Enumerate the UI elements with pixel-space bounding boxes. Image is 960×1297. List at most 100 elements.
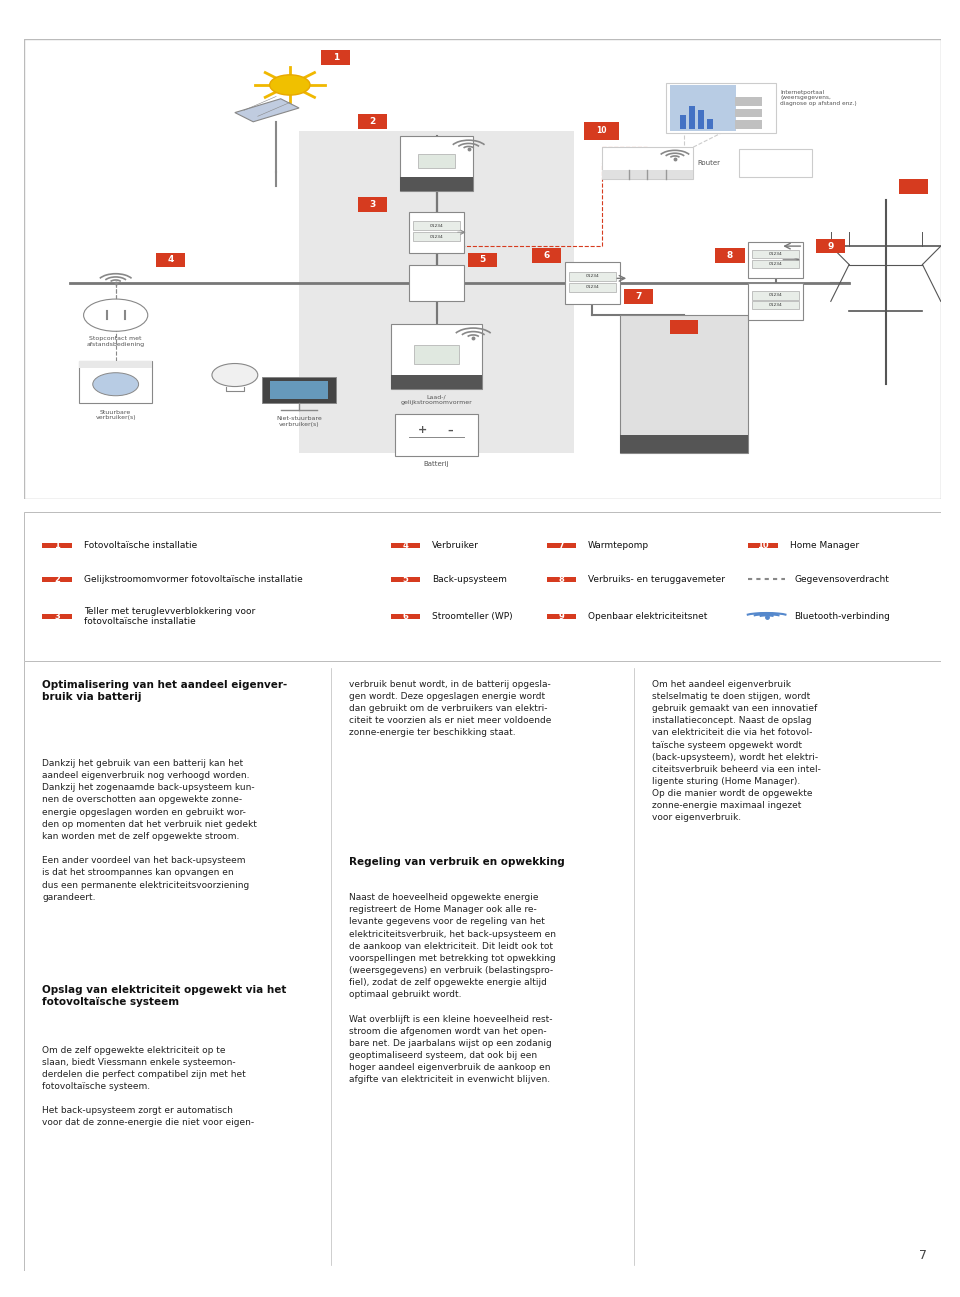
Bar: [358, 197, 387, 211]
Text: 01234: 01234: [430, 235, 444, 239]
Bar: [414, 345, 460, 363]
Text: Om de zelf opgewekte elektriciteit op te
slaan, biedt Viessmann enkele systeemon: Om de zelf opgewekte elektriciteit op te…: [42, 1045, 254, 1127]
Bar: [409, 211, 464, 253]
Bar: [680, 115, 686, 128]
Text: 01234: 01234: [430, 223, 444, 228]
Text: Gegevensoverdracht: Gegevensoverdracht: [794, 575, 889, 584]
Text: Regeling van verbruik en opwekking: Regeling van verbruik en opwekking: [349, 856, 565, 866]
Bar: [391, 577, 420, 582]
Bar: [358, 114, 387, 130]
Text: 9: 9: [559, 612, 564, 621]
Text: Opslag van elektriciteit opgewekt via het fotovoltaische systeem: Opslag van elektriciteit opgewekt via he…: [10, 8, 498, 21]
Text: 6: 6: [543, 250, 550, 259]
Bar: [79, 362, 153, 402]
Text: 01234: 01234: [769, 252, 782, 256]
Bar: [270, 380, 328, 399]
Polygon shape: [235, 99, 299, 122]
Bar: [468, 253, 497, 267]
Text: Batterij: Batterij: [423, 462, 449, 467]
Text: 01234: 01234: [769, 293, 782, 297]
Text: Om het aandeel eigenverbruik
stelselmatig te doen stijgen, wordt
gebruik gemaakt: Om het aandeel eigenverbruik stelselmati…: [652, 680, 821, 822]
Circle shape: [84, 300, 148, 331]
Text: Niet-stuurbare
verbruiker(s): Niet-stuurbare verbruiker(s): [276, 416, 322, 427]
Bar: [391, 375, 482, 389]
Bar: [688, 105, 695, 128]
Text: 1: 1: [332, 53, 339, 62]
Bar: [413, 232, 460, 241]
Bar: [748, 283, 804, 320]
Bar: [620, 315, 748, 454]
Text: 2: 2: [54, 575, 60, 584]
Text: Laad-/
gelijkstroomomvormer: Laad-/ gelijkstroomomvormer: [400, 394, 472, 405]
Bar: [734, 109, 762, 117]
Text: 10: 10: [757, 541, 769, 550]
Bar: [715, 248, 745, 263]
Bar: [816, 239, 846, 253]
Bar: [602, 147, 693, 179]
Text: 9: 9: [828, 241, 834, 250]
Text: –: –: [447, 425, 453, 436]
Text: 7: 7: [636, 292, 641, 301]
Text: verbruik benut wordt, in de batterij opgesla-
gen wordt. Deze opgeslagen energie: verbruik benut wordt, in de batterij opg…: [349, 680, 552, 738]
Bar: [409, 265, 464, 301]
Text: 7: 7: [559, 541, 564, 550]
Bar: [900, 179, 927, 193]
Text: Gelijkstroomomvormer fotovoltaïsche installatie: Gelijkstroomomvormer fotovoltaïsche inst…: [84, 575, 302, 584]
Bar: [546, 542, 576, 547]
Text: 6: 6: [402, 612, 408, 621]
Text: Openbaar elektriciteitsnet: Openbaar elektriciteitsnet: [588, 612, 708, 621]
Bar: [42, 577, 72, 582]
Bar: [564, 262, 620, 303]
Bar: [42, 542, 72, 547]
Bar: [419, 154, 455, 167]
Text: Bluetooth-verbinding: Bluetooth-verbinding: [794, 612, 890, 621]
Bar: [569, 283, 615, 292]
Bar: [400, 178, 473, 191]
Text: Dankzij het gebruik van een batterij kan het
aandeel eigenverbruik nog verhoogd : Dankzij het gebruik van een batterij kan…: [42, 759, 257, 901]
Text: Internetportaal
(weersgegevens,
diagnose op afstand enz.): Internetportaal (weersgegevens, diagnose…: [780, 89, 857, 106]
Bar: [262, 377, 336, 402]
Text: Optimalisering van het aandeel eigenver-
bruik via batterij: Optimalisering van het aandeel eigenver-…: [42, 680, 288, 702]
Text: Home Manager: Home Manager: [789, 541, 858, 550]
Text: 3: 3: [370, 200, 375, 209]
Text: Verbruiker: Verbruiker: [432, 541, 479, 550]
Bar: [753, 259, 799, 268]
Bar: [42, 615, 72, 619]
Text: 8: 8: [559, 575, 564, 584]
Bar: [396, 414, 478, 455]
Text: Opslag van elektriciteit opgewekt via het
fotovoltaïsche systeem: Opslag van elektriciteit opgewekt via he…: [42, 984, 287, 1006]
Bar: [546, 577, 576, 582]
Bar: [391, 324, 482, 389]
Bar: [670, 320, 698, 333]
Bar: [899, 179, 928, 193]
Text: 01234: 01234: [586, 274, 599, 279]
Bar: [391, 542, 420, 547]
Text: Naast de hoeveelheid opgewekte energie
registreert de Home Manager ook alle re-
: Naast de hoeveelheid opgewekte energie r…: [349, 894, 557, 1084]
Text: 4: 4: [167, 256, 174, 265]
Bar: [546, 615, 576, 619]
Text: 8: 8: [727, 250, 733, 259]
Text: Stuurbare
verbruiker(s): Stuurbare verbruiker(s): [95, 410, 136, 420]
Text: 1: 1: [54, 541, 60, 550]
Circle shape: [270, 75, 310, 95]
Bar: [734, 121, 762, 128]
Bar: [748, 241, 804, 279]
Bar: [400, 136, 473, 191]
Text: Stopcontact met
afstandsbediening: Stopcontact met afstandsbediening: [86, 336, 145, 346]
Bar: [734, 97, 762, 105]
Text: Verbruiks- en teruggavemeter: Verbruiks- en teruggavemeter: [588, 575, 725, 584]
Bar: [569, 272, 615, 281]
Bar: [299, 131, 574, 454]
Bar: [748, 542, 778, 547]
Bar: [707, 119, 713, 128]
Text: 2: 2: [370, 117, 375, 126]
Text: 01234: 01234: [769, 303, 782, 307]
Text: 01234: 01234: [586, 285, 599, 289]
Bar: [753, 250, 799, 258]
Bar: [532, 248, 562, 263]
Bar: [620, 434, 748, 454]
Text: 01234: 01234: [769, 262, 782, 266]
Text: Teller met teruglevverblokkering voor
fotovoltaïsche installatie: Teller met teruglevverblokkering voor fo…: [84, 607, 254, 626]
Bar: [585, 122, 619, 140]
Bar: [670, 86, 736, 131]
